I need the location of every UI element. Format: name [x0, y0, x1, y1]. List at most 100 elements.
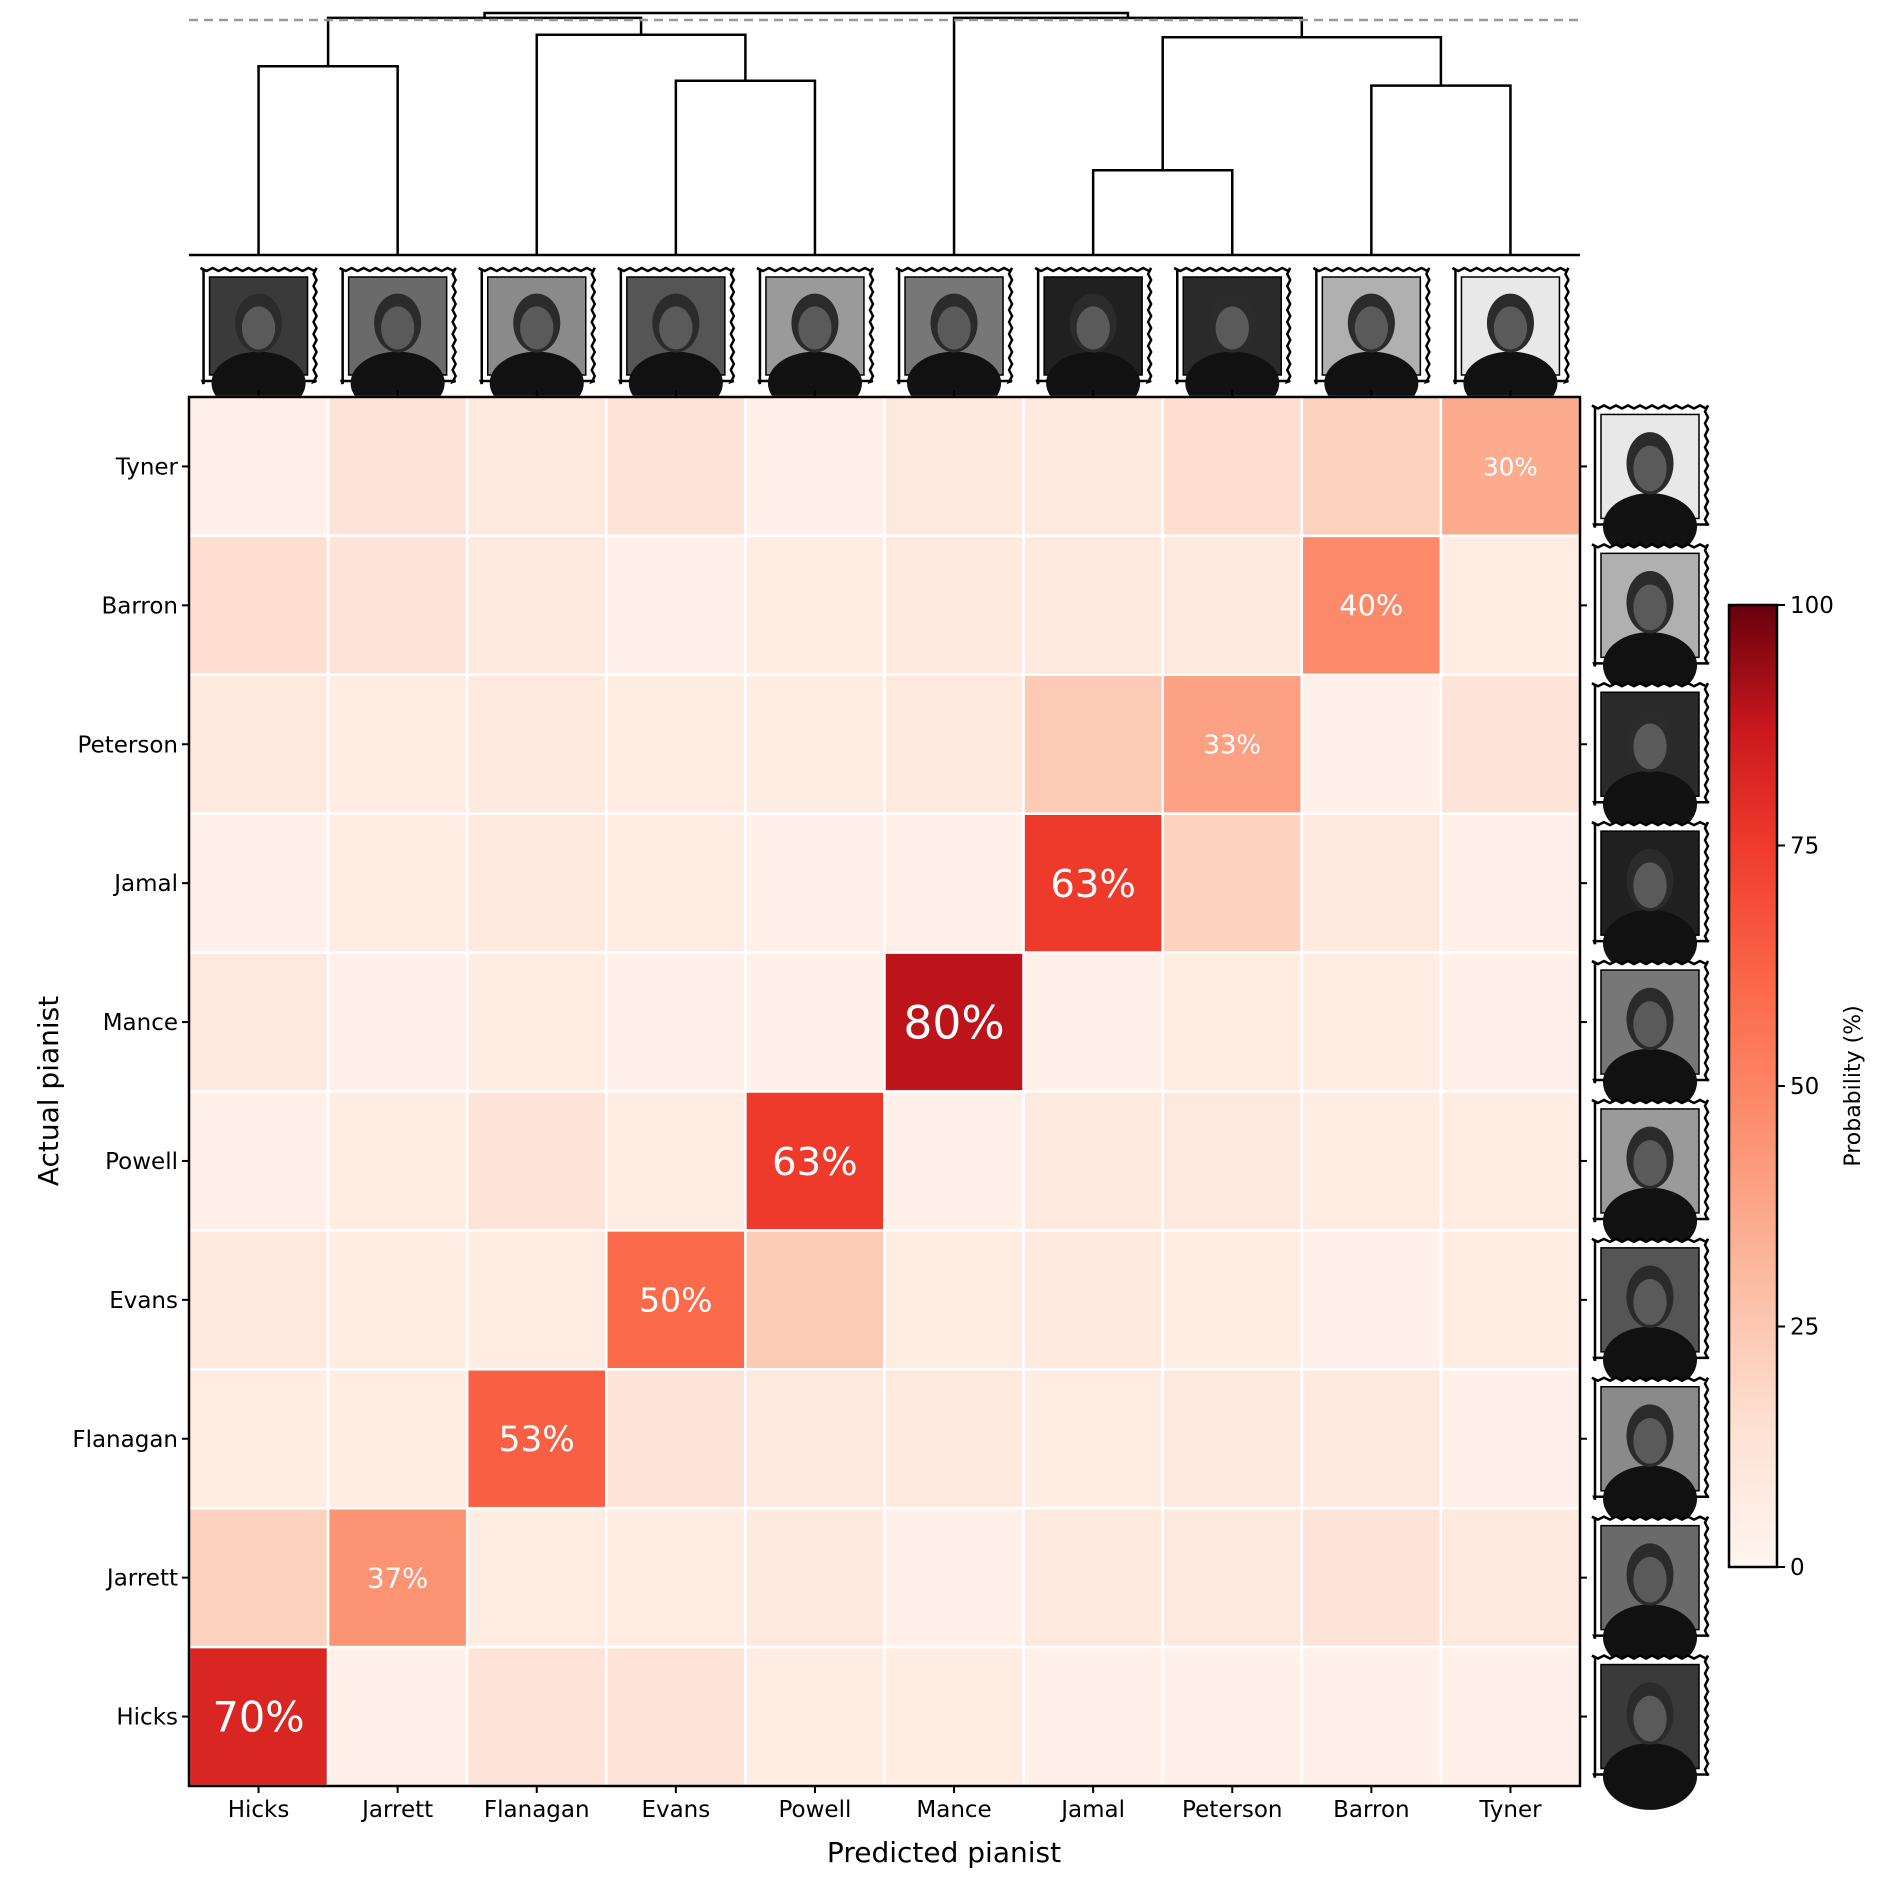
portrait-shoulders: [1602, 632, 1698, 699]
dendrogram-link: [952, 16, 1304, 255]
heatmap-cell: [187, 951, 330, 1093]
heatmap-cell: [1161, 1090, 1304, 1232]
heatmap-cell: [744, 951, 886, 1093]
portrait-face: [798, 306, 832, 350]
heatmap-cell: [1439, 1090, 1582, 1232]
y-axis-label: Actual pianist: [32, 996, 65, 1186]
heatmap-cell: [1439, 534, 1582, 677]
portrait-face: [1633, 1001, 1667, 1048]
heatmap-cell: [465, 1090, 608, 1232]
heatmap-cell: [1022, 812, 1164, 954]
heatmap-cell: [883, 534, 1025, 677]
pianist-portrait: [1591, 820, 1710, 977]
portrait-face: [1633, 1140, 1667, 1186]
x-axis-ticks: Hicks Jarrett Flanagan Evans Powell Mance Jama…: [228, 390, 1542, 1823]
heatmap-cell: [1439, 1506, 1582, 1649]
heatmap-cell: [744, 1368, 886, 1510]
heatmap-cell: [326, 812, 469, 954]
colorbar-tick-label: 25: [1790, 1315, 1819, 1341]
heatmap-cell: [1022, 1090, 1164, 1232]
heatmap-cell: [605, 951, 747, 1093]
heatmap-cell: [1300, 673, 1443, 815]
heatmap-cell: [187, 673, 330, 815]
x-tick-label: Mance: [916, 1797, 991, 1823]
cell-annotation: 40%: [1339, 589, 1403, 623]
y-tick-label: Jamal: [112, 871, 178, 897]
heatmap-cell: [1300, 1229, 1443, 1371]
heatmap-cell: [1022, 1229, 1164, 1371]
dendrogram: [189, 11, 1580, 257]
heatmap-cell: [326, 1368, 469, 1510]
heatmap-cell: [1439, 1368, 1582, 1510]
heatmap-cell: [465, 395, 608, 538]
colorbar-tick-label: 0: [1790, 1555, 1805, 1581]
portrait-shoulders: [1602, 493, 1698, 560]
heatmap-cell: [1022, 951, 1164, 1093]
heatmap-cell: [1161, 1229, 1304, 1371]
dendrogram-link: [326, 16, 643, 67]
heatmap-cell: [1439, 1229, 1582, 1371]
heatmap-cell: [605, 1368, 747, 1510]
heatmap-cell: [465, 1229, 608, 1371]
heatmap-cell: [465, 534, 608, 677]
portrait-shoulders: [1602, 1465, 1698, 1533]
x-tick-label: Tyner: [1478, 1797, 1542, 1823]
heatmap-cell: [744, 812, 886, 954]
heatmap-cell: [1300, 812, 1443, 954]
pianist-portrait: [1591, 1376, 1710, 1533]
right-portraits: [1591, 404, 1710, 1810]
colorbar-label: Probability (%): [1841, 1005, 1866, 1166]
heatmap-cell: [1161, 1368, 1304, 1510]
heatmap-cell: [605, 812, 747, 954]
heatmap-cell: [1161, 395, 1304, 538]
colorbar-gradient: [1727, 603, 1779, 1569]
x-tick-label: Powell: [779, 1797, 852, 1823]
heatmap-cell: [1022, 1368, 1164, 1510]
heatmap-cell: [465, 1506, 608, 1649]
pianist-portrait: [1591, 959, 1710, 1116]
heatmap-cell: [1161, 534, 1304, 677]
portrait-face: [1215, 306, 1249, 350]
pianist-portrait: [1591, 1237, 1710, 1394]
heatmap-cell: [1300, 951, 1443, 1093]
heatmap-cell: [465, 951, 608, 1093]
colorbar-tick-label: 100: [1790, 593, 1834, 619]
heatmap-cells: [187, 395, 1582, 1788]
heatmap-cell: [1439, 951, 1582, 1093]
heatmap-cell: [1022, 673, 1164, 815]
heatmap-cell: [883, 395, 1025, 538]
heatmap-cell: [1300, 1506, 1443, 1649]
portrait-face: [380, 306, 415, 350]
heatmap-cell: [326, 395, 469, 538]
heatmap-cell: [1022, 1506, 1164, 1649]
heatmap-cell: [187, 1645, 330, 1788]
pianist-portrait: [1591, 681, 1710, 838]
heatmap-cell: [744, 395, 886, 538]
heatmap-annotations: 30% 40% 33% 63% 80% 63% 50% 53% 37% 70%: [213, 452, 1538, 1741]
x-tick-label: Jarrett: [360, 1797, 433, 1823]
heatmap-cell: [883, 812, 1025, 954]
dendrogram-link: [1091, 169, 1234, 255]
dendrogram-link: [535, 33, 747, 255]
y-tick-label: Peterson: [78, 732, 178, 758]
y-tick-label: Powell: [105, 1149, 178, 1175]
heatmap-cell: [326, 951, 469, 1093]
portrait-face: [1633, 445, 1667, 492]
heatmap-cell: [1439, 812, 1582, 954]
portrait-face: [241, 306, 276, 350]
cell-annotation: 37%: [367, 1563, 428, 1595]
cell-annotation: 63%: [1050, 862, 1136, 907]
heatmap-cell: [744, 1645, 886, 1788]
heatmap-cell: [744, 673, 886, 815]
heatmap-cell: [605, 534, 747, 677]
y-tick-label: Jarrett: [105, 1566, 178, 1592]
portrait-shoulders: [1602, 770, 1698, 838]
portrait-face: [1633, 1695, 1667, 1742]
y-axis-ticks: Tyner Barron Peterson Jamal Mance Powell Evans…: [72, 454, 1587, 1731]
colorbar-ticks: 0 25 50 75 100: [1777, 593, 1834, 1581]
heatmap-cell: [883, 1645, 1025, 1788]
y-tick-label: Tyner: [115, 454, 179, 480]
heatmap-cell: [605, 673, 747, 815]
cell-annotation: 70%: [213, 1693, 305, 1741]
portrait-shoulders: [1602, 1326, 1698, 1394]
